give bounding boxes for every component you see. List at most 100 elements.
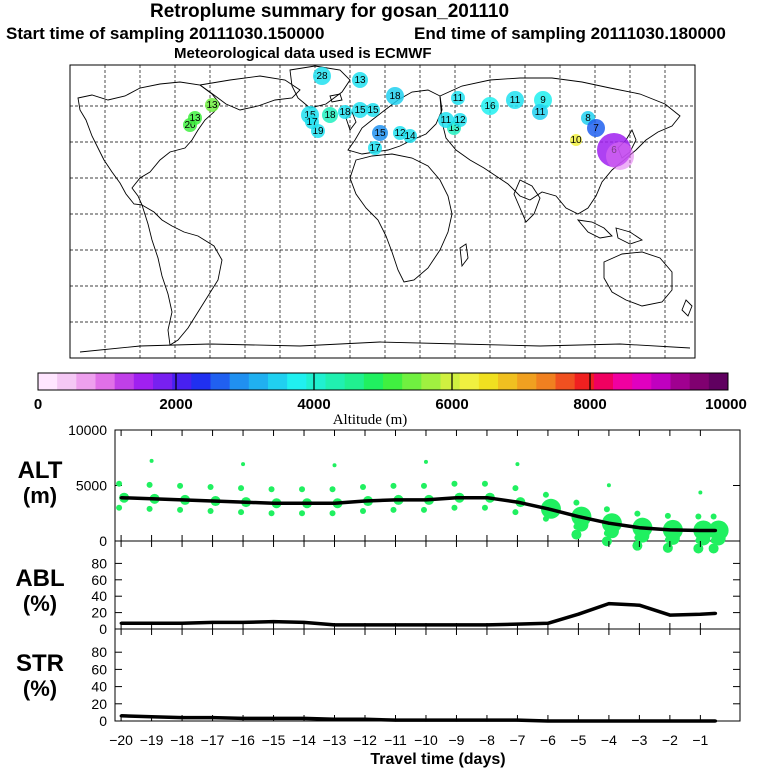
map-marker-label: 18 [324,110,336,121]
alt-plume-dot [420,506,427,513]
alt-plume-dot [512,485,519,492]
colorbar-cell [38,373,58,390]
y-tick-label: 60 [91,572,107,588]
map-marker-dot [322,107,338,123]
y-tick-label: 20 [91,605,107,621]
series-point [241,716,245,720]
alt-plume-dot [329,510,336,517]
map-marker-label: 7 [593,123,599,134]
map-marker-label: 20 [184,120,196,131]
map-marker-label: 19 [312,126,324,137]
alt-plume-dot [606,483,611,488]
colorbar-tick-label: 4000 [297,396,330,413]
map-marker-label: 15 [374,128,386,139]
map-marker-dot [386,87,404,105]
map-marker-label: 12 [394,128,406,139]
map-marker: 11 [451,91,465,105]
alt-plume-dot [571,529,582,540]
map-marker-label: 14 [404,131,416,142]
x-tick-label: −13 [323,732,347,748]
colorbar-tick-label: 10000 [705,396,747,413]
map-marker-dot [481,97,499,115]
colorbar-cell [57,373,77,390]
series-point [698,528,702,532]
series-point [424,498,428,502]
series-point [119,496,123,500]
map-marker-dot [451,91,465,105]
series-point [576,612,580,616]
alt-plume-dot [238,485,245,492]
y-tick-label: 20 [91,696,107,712]
map-marker: 10 [570,134,582,146]
altitude-colorbar: 0 2000 4000 6000 8000 10000 Altitude (m) [34,372,747,428]
x-tick-label: −17 [201,732,225,748]
colorbar-label: Altitude (m) [333,412,408,428]
map-marker-label: 16 [484,101,496,112]
series-point [515,500,519,504]
map-marker: 13 [188,111,202,125]
series-point [302,716,306,720]
series-point [714,719,718,723]
colorbar-cell [478,373,499,390]
x-tick-label: −20 [109,732,133,748]
alt-plume-dot [360,508,366,515]
y-tick-label: 40 [91,679,107,695]
colorbar-tick-label: 0 [34,396,42,413]
alt-ylabel-unit: (m) [23,483,57,508]
abl-panel-frame [114,540,741,630]
alt-plume-dot [665,530,680,545]
map-marker-dot [313,67,331,85]
series-point [363,717,367,721]
colorbar-cell [172,373,192,390]
colorbar-cell [210,373,231,390]
colorbar-cell [555,373,576,390]
alt-plume-dot [177,506,184,513]
x-tick-label: −8 [479,732,495,748]
map-marker: 17 [368,141,382,155]
colorbar-cell [191,373,211,390]
y-tick-label: 80 [91,644,107,660]
alt-plume-dot [573,499,580,506]
map-marker-label: 13 [189,113,201,124]
series-point [272,501,276,505]
series-point [668,719,672,723]
abl-ylabel: ABL [15,565,64,592]
series-point [150,621,154,625]
map-marker: 15 [352,102,368,118]
alt-plume-dot [695,513,702,520]
series-point [424,623,428,627]
x-tick-label: −3 [631,732,647,748]
alt-plume-dot [299,510,306,517]
alt-plume-dot [360,484,366,491]
met-data-label: Meteorological data used is ECMWF [174,45,432,62]
colorbar-cell [670,373,691,390]
colorbar-tick-label: 8000 [573,396,606,413]
map-marker: 11 [532,104,548,120]
alt-plume-dot [693,543,704,554]
alt-plume-dot [329,486,336,493]
map-marker-dot [506,91,524,109]
map-marker: 15 [366,103,380,117]
map-marker-label: 17 [306,117,318,128]
colorbar-cell [268,373,288,390]
map-marker-label: 11 [510,95,521,106]
colorbar-cell [248,373,269,390]
alt-plume-dot [238,509,245,516]
series-point [211,620,215,624]
colorbar-cell [114,373,135,390]
x-axis-ticks: −20 −19 −18 −17 −16 −15 −14 −13 −12 −11 −10 −9 −8 −7−… [109,732,708,748]
series-point [576,719,580,723]
end-time-label: End time of sampling 20111030.180000 [414,24,726,43]
alt-plume-dot [149,458,154,463]
colorbar-cell [95,373,116,390]
series-point [607,602,611,606]
alt-plume-dot [710,513,717,520]
series-point [180,716,184,720]
map-marker: 15 [372,125,388,141]
series-point [515,718,519,722]
alt-plume-dot [515,462,520,467]
map-marker-label: 11 [441,115,452,126]
map-marker: 11 [506,91,524,109]
